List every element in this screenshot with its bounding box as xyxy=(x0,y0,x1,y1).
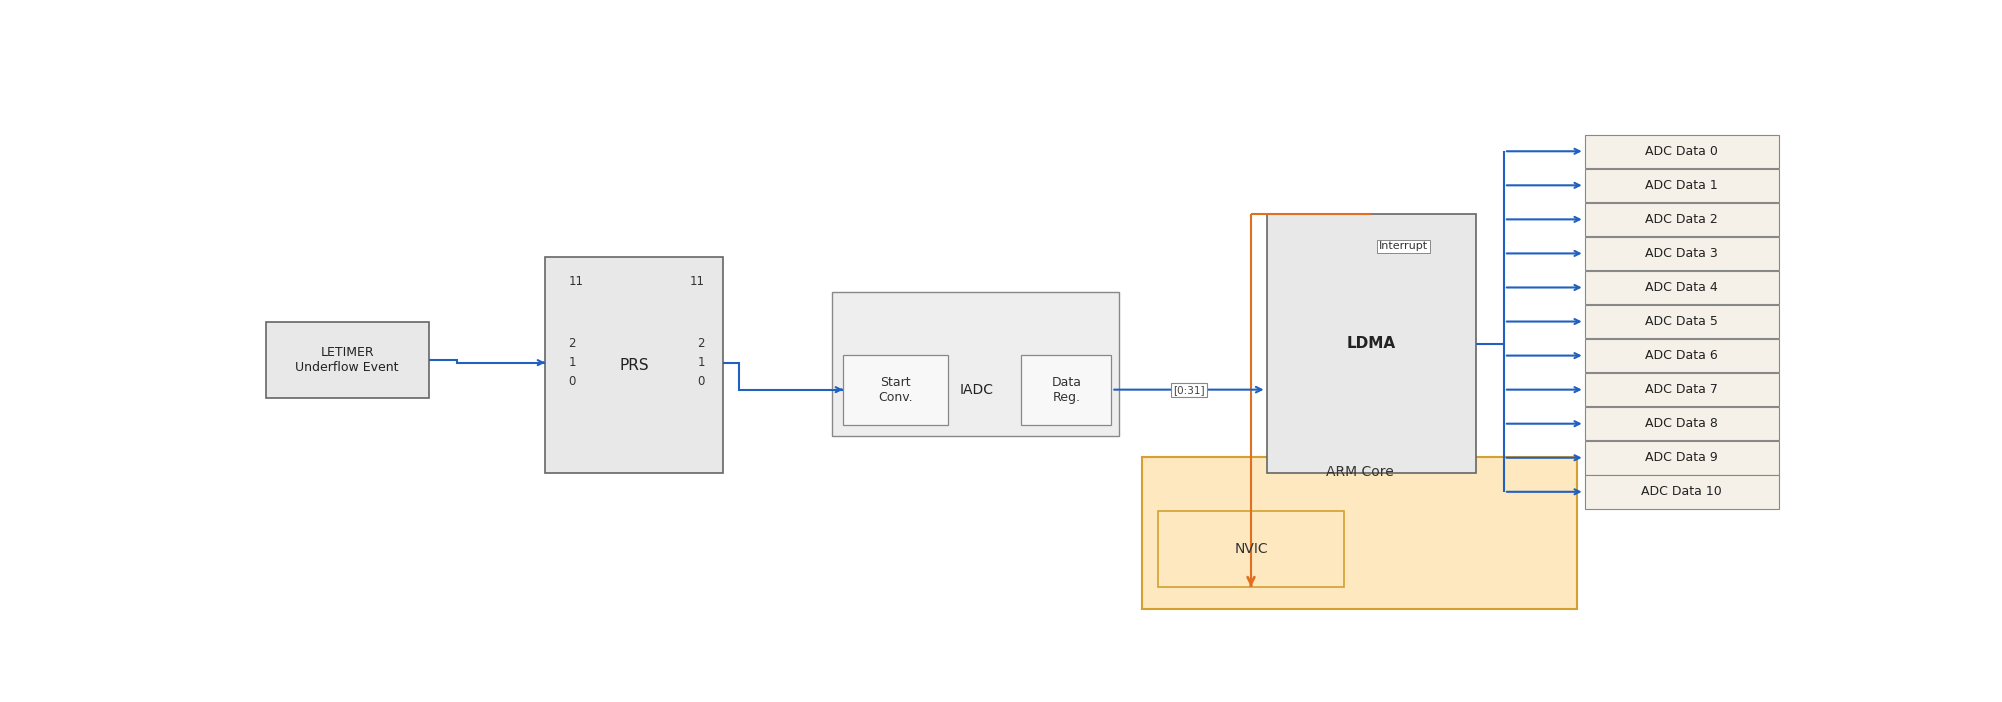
Text: ADC Data 10: ADC Data 10 xyxy=(1642,485,1722,498)
Text: ADC Data 7: ADC Data 7 xyxy=(1646,383,1718,396)
Text: ADC Data 5: ADC Data 5 xyxy=(1646,315,1718,328)
Text: ARM Core: ARM Core xyxy=(1325,465,1393,479)
Text: 1: 1 xyxy=(569,356,577,369)
Bar xyxy=(1586,203,1778,236)
Text: Interrupt: Interrupt xyxy=(1379,241,1427,251)
Text: ADC Data 0: ADC Data 0 xyxy=(1646,145,1718,158)
Bar xyxy=(1157,511,1343,587)
Bar xyxy=(833,292,1119,435)
Text: IADC: IADC xyxy=(959,383,993,397)
Text: LDMA: LDMA xyxy=(1347,336,1395,351)
Text: 11: 11 xyxy=(691,275,705,288)
Bar xyxy=(1586,441,1778,475)
Text: LETIMER
Underflow Event: LETIMER Underflow Event xyxy=(296,346,398,374)
Bar xyxy=(266,322,428,398)
Text: ADC Data 6: ADC Data 6 xyxy=(1646,349,1718,362)
Text: Start
Conv.: Start Conv. xyxy=(879,376,913,404)
Bar xyxy=(1586,373,1778,406)
Bar xyxy=(1586,271,1778,304)
Text: 2: 2 xyxy=(697,337,705,350)
Text: 0: 0 xyxy=(697,375,705,388)
Bar xyxy=(1586,407,1778,440)
Bar xyxy=(1586,168,1778,202)
Bar xyxy=(1267,214,1475,473)
Text: ADC Data 1: ADC Data 1 xyxy=(1646,179,1718,192)
Text: Data
Reg.: Data Reg. xyxy=(1051,376,1081,404)
Text: 11: 11 xyxy=(569,275,583,288)
Bar xyxy=(1586,237,1778,270)
Bar xyxy=(843,355,949,425)
Text: 1: 1 xyxy=(697,356,705,369)
Text: PRS: PRS xyxy=(619,358,649,373)
Text: NVIC: NVIC xyxy=(1233,542,1267,556)
Text: 2: 2 xyxy=(569,337,577,350)
Bar xyxy=(1586,339,1778,372)
Text: ADC Data 8: ADC Data 8 xyxy=(1646,417,1718,430)
Bar xyxy=(1586,475,1778,508)
Bar xyxy=(545,257,723,473)
Text: [0:31]: [0:31] xyxy=(1173,385,1205,395)
Text: ADC Data 2: ADC Data 2 xyxy=(1646,213,1718,226)
Bar xyxy=(1586,135,1778,168)
Bar xyxy=(1143,457,1578,609)
Text: ADC Data 9: ADC Data 9 xyxy=(1646,451,1718,464)
Text: ADC Data 4: ADC Data 4 xyxy=(1646,281,1718,294)
Bar xyxy=(1021,355,1111,425)
Bar xyxy=(1586,305,1778,338)
Text: 0: 0 xyxy=(569,375,577,388)
Text: ADC Data 3: ADC Data 3 xyxy=(1646,247,1718,260)
